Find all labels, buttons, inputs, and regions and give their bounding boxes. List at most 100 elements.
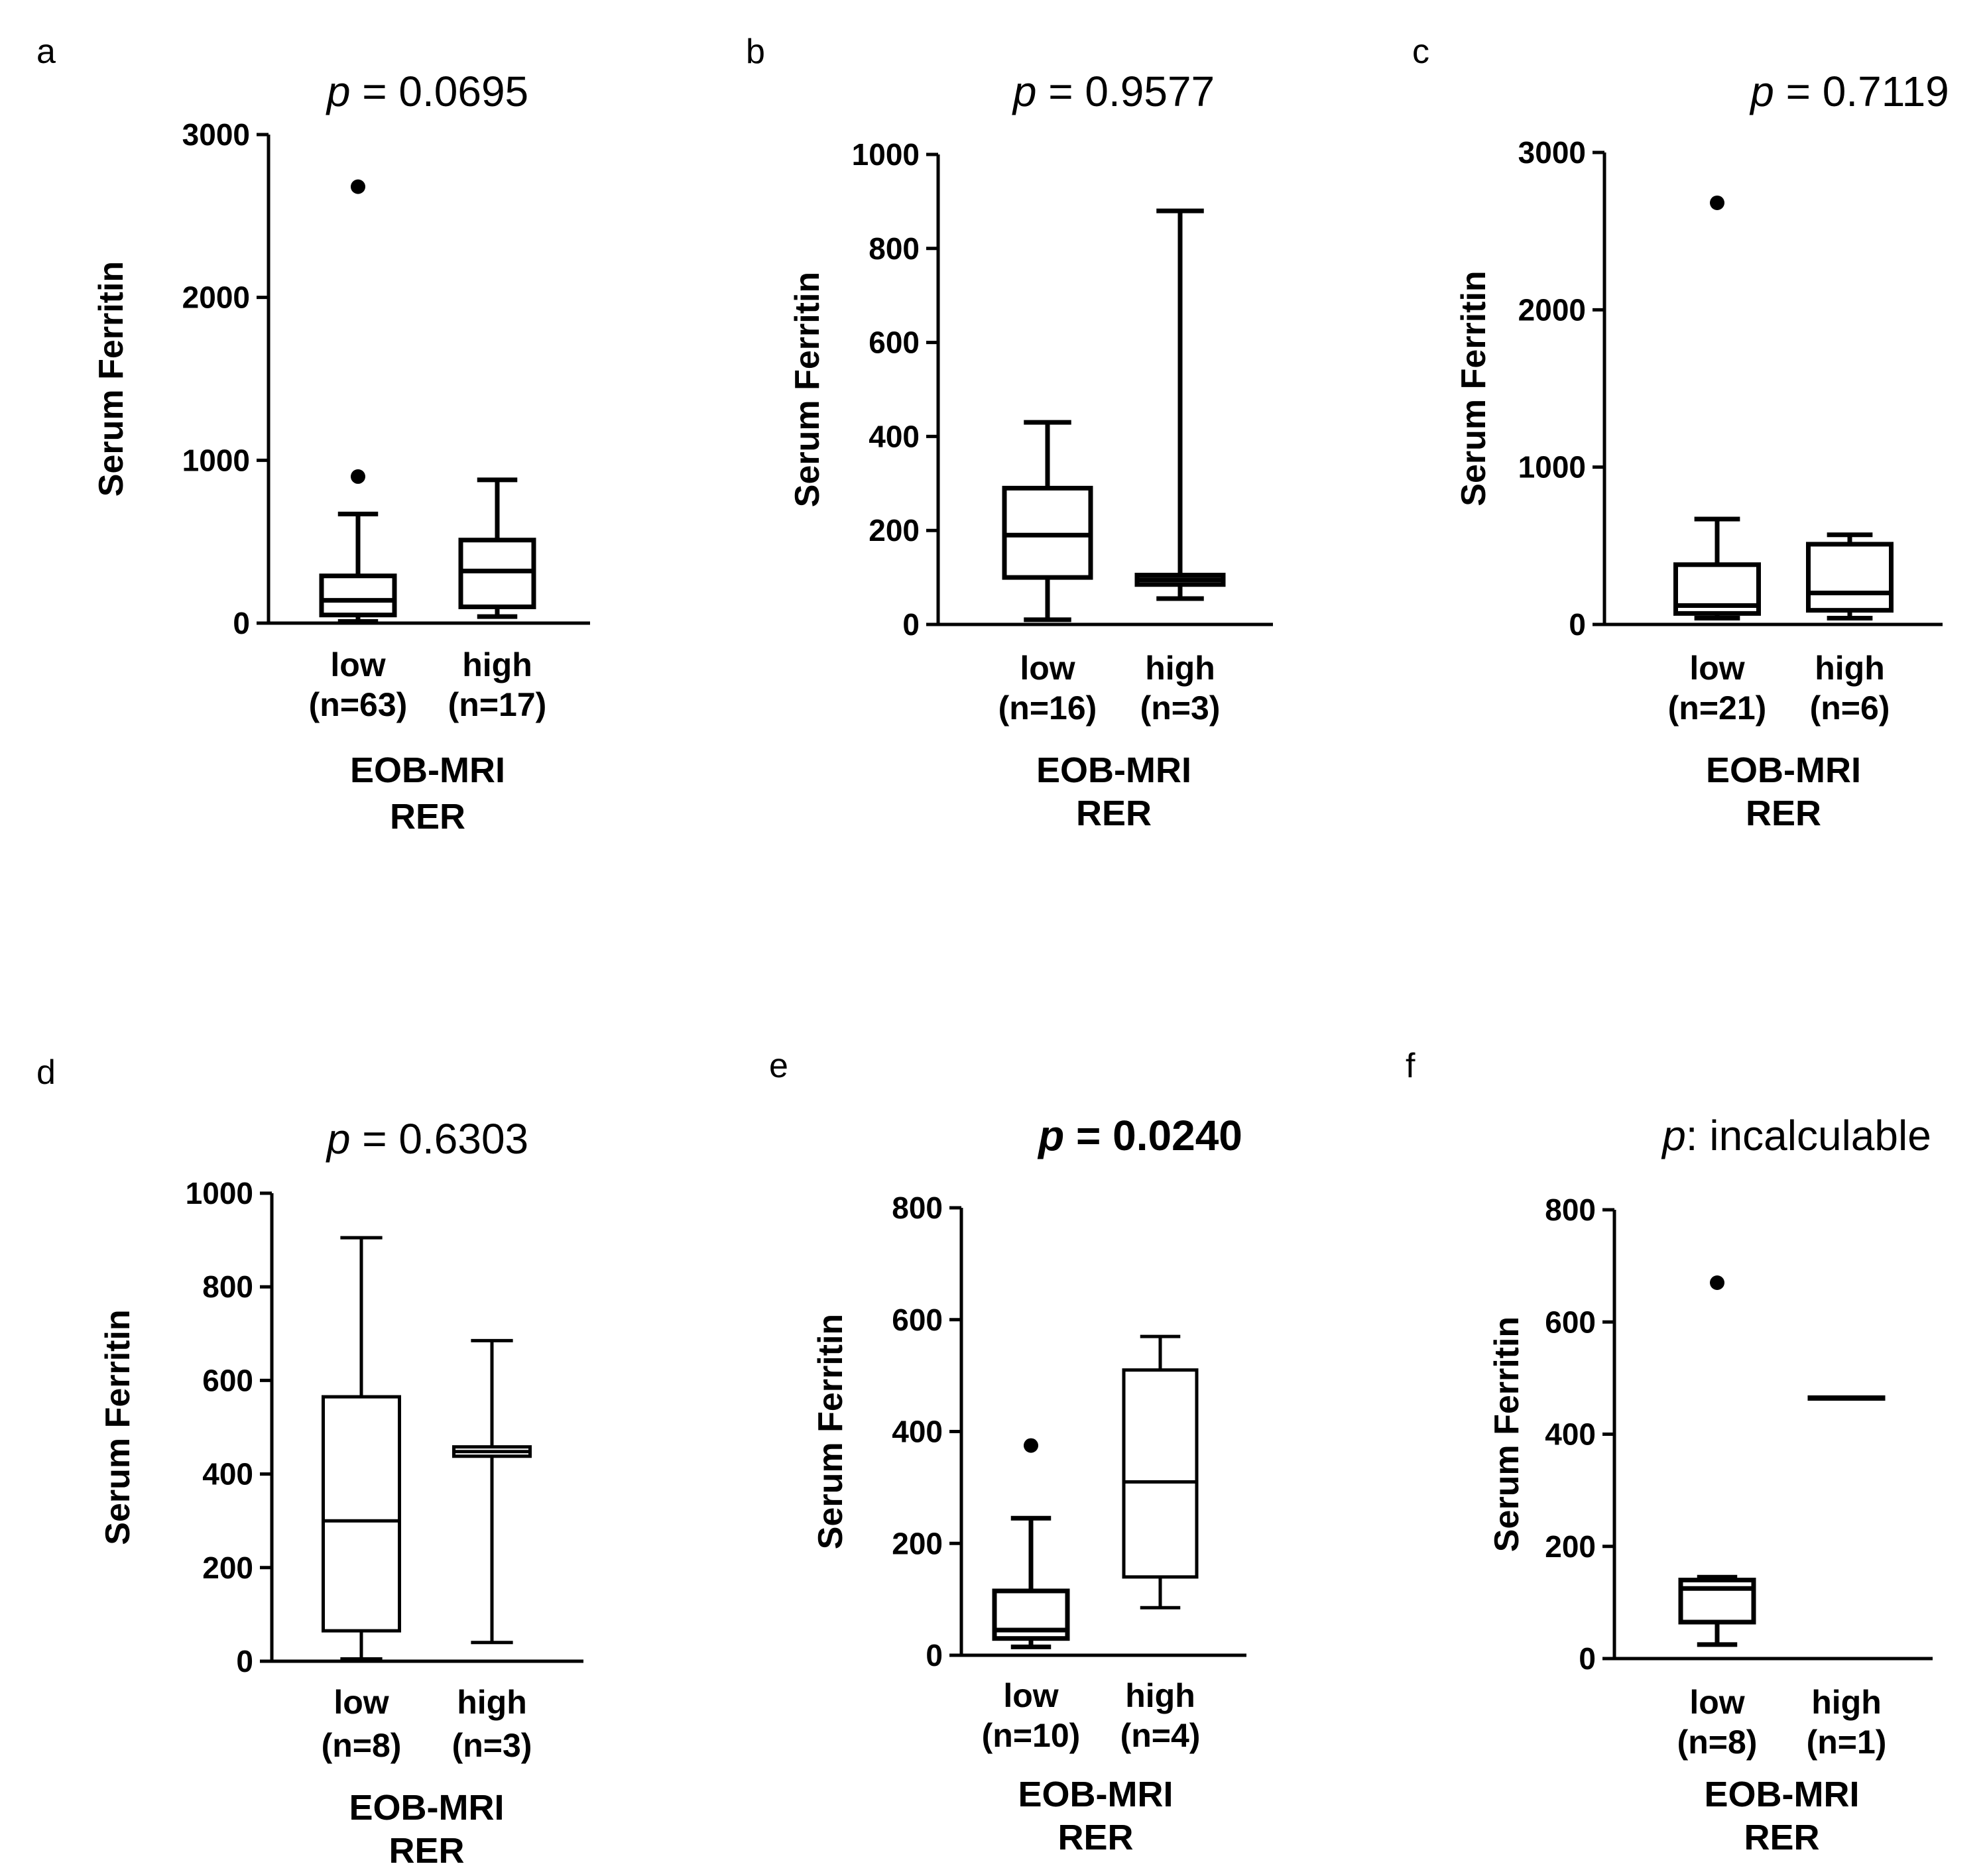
y-tick-label: 200 [869, 513, 920, 548]
y-tick-label: 0 [1579, 1641, 1596, 1676]
panel-letter: f [1406, 1047, 1415, 1085]
x-axis-label-line: EOB-MRI [350, 750, 505, 790]
iqr-box [458, 538, 536, 609]
x-category-label: low [1689, 1684, 1744, 1721]
y-tick-label: 1000 [182, 443, 250, 477]
panel-b: b p = 0.9577 0 200 400 600 800 1000 Serum Ferrit… [746, 32, 1273, 833]
x-category-label: low [333, 1684, 389, 1721]
y-tick-label: 400 [892, 1415, 943, 1449]
outlier-point [1024, 1438, 1038, 1453]
outlier-point [1710, 1275, 1724, 1291]
x-category-n: (n=3) [452, 1727, 532, 1764]
y-tick-label: 400 [869, 419, 920, 453]
iqr-box [1806, 542, 1894, 613]
panel-a: a p = 0.0695 0 1000 2000 3000 Serum Ferritin lo… [36, 32, 590, 837]
panel-letter: e [769, 1047, 788, 1085]
y-tick-label: 200 [202, 1551, 253, 1585]
box-low [1678, 1275, 1756, 1647]
box-high [1122, 1334, 1199, 1610]
x-category-n: (n=10) [982, 1717, 1081, 1754]
y-tick-label: 0 [1569, 607, 1586, 642]
x-axis-label-line: RER [1746, 793, 1821, 833]
outlier-point [351, 469, 365, 484]
y-axis-label: Serum Ferritin [1455, 270, 1493, 506]
x-category-n: (n=3) [1140, 689, 1221, 727]
y-tick-label: 600 [892, 1303, 943, 1337]
box-low [992, 1438, 1070, 1649]
p-value: = 0.0695 [350, 68, 528, 115]
p-symbol: p [1661, 1112, 1686, 1159]
y-tick-label: 2000 [182, 280, 250, 315]
y-tick-label: 0 [902, 607, 920, 642]
panel-title: p = 0.9577 [1012, 68, 1215, 115]
panel-letter: c [1412, 32, 1429, 71]
outlier-point [1710, 195, 1724, 210]
x-axis-label-line: RER [1744, 1818, 1819, 1857]
x-axis-label-line: RER [389, 1831, 464, 1871]
y-axis-label: Serum Ferritin [788, 272, 827, 507]
panel-d: d p = 0.6303 0 200 400 600 800 1000 Serum Ferrit… [36, 1053, 583, 1871]
y-tick-label: 600 [202, 1363, 253, 1397]
outlier-point [351, 179, 365, 194]
panel-letter: a [36, 32, 56, 71]
y-tick-label: 0 [233, 606, 250, 640]
box-low [1002, 420, 1093, 622]
x-axis-label-line: EOB-MRI [1018, 1775, 1174, 1814]
y-tick-label: 1000 [852, 137, 920, 172]
x-category-label: low [1003, 1677, 1058, 1714]
iqr-box [1122, 1368, 1199, 1579]
iqr-box [322, 1395, 401, 1633]
x-category-label: high [1125, 1677, 1195, 1714]
box-high [1807, 1395, 1886, 1401]
p-value: = 0.7119 [1774, 68, 1949, 115]
x-axis-label-line: RER [1076, 793, 1152, 833]
x-axis-label-line: EOB-MRI [1705, 1775, 1860, 1814]
x-category-n: (n=8) [322, 1727, 402, 1764]
panel-title: p = 0.0695 [326, 68, 528, 115]
y-tick-label: 200 [892, 1526, 943, 1560]
x-category-label: high [462, 646, 532, 683]
box-low [319, 179, 397, 624]
x-category-label: low [330, 646, 385, 683]
x-axis-label-line: EOB-MRI [1036, 750, 1191, 790]
y-tick-label: 400 [1545, 1417, 1596, 1452]
p-symbol: p [326, 1115, 351, 1163]
y-axis-label: Serum Ferritin [92, 261, 131, 497]
panel-title: p = 0.6303 [326, 1115, 528, 1163]
p-symbol: p [326, 68, 351, 115]
x-axis-label-line: RER [1057, 1818, 1133, 1857]
p-value: = 0.9577 [1036, 68, 1215, 115]
y-tick-label: 200 [1545, 1529, 1596, 1564]
x-category-n: (n=6) [1810, 689, 1890, 727]
y-axis-label: Serum Ferritin [812, 1314, 850, 1549]
p-value: : incalculable [1686, 1112, 1931, 1159]
y-tick-label: 600 [869, 325, 920, 360]
y-tick-label: 1000 [186, 1176, 253, 1210]
y-tick-label: 800 [202, 1269, 253, 1304]
y-tick-label: 0 [926, 1638, 943, 1672]
p-symbol: p [1749, 68, 1774, 115]
x-category-n: (n=17) [448, 686, 547, 723]
x-category-label: high [1811, 1684, 1882, 1721]
y-tick-label: 3000 [182, 117, 250, 152]
panel-e: e p = 0.0240 0 200 400 600 800 Serum Ferritin lo… [769, 1047, 1246, 1857]
panel-f: f p: incalculable 0 200 400 600 800 Serum Ferri… [1406, 1047, 1933, 1857]
box-high [1806, 532, 1894, 621]
x-category-n: (n=1) [1807, 1724, 1887, 1761]
x-category-n: (n=8) [1677, 1724, 1758, 1761]
x-category-n: (n=21) [1668, 689, 1767, 727]
x-category-label: high [1815, 650, 1885, 687]
x-axis-label-line: EOB-MRI [349, 1788, 505, 1828]
x-category-label: high [1145, 650, 1215, 687]
p-symbol: p [1012, 68, 1037, 115]
box-low [1673, 195, 1761, 621]
x-category-n: (n=63) [309, 686, 408, 723]
x-axis-label-line: RER [390, 797, 465, 837]
y-tick-label: 800 [869, 231, 920, 266]
x-category-label: low [1689, 650, 1744, 687]
y-tick-label: 1000 [1518, 450, 1586, 485]
y-tick-label: 400 [202, 1457, 253, 1492]
x-category-label: high [457, 1684, 527, 1721]
y-tick-label: 3000 [1518, 135, 1586, 170]
p-symbol: p [1037, 1112, 1064, 1159]
